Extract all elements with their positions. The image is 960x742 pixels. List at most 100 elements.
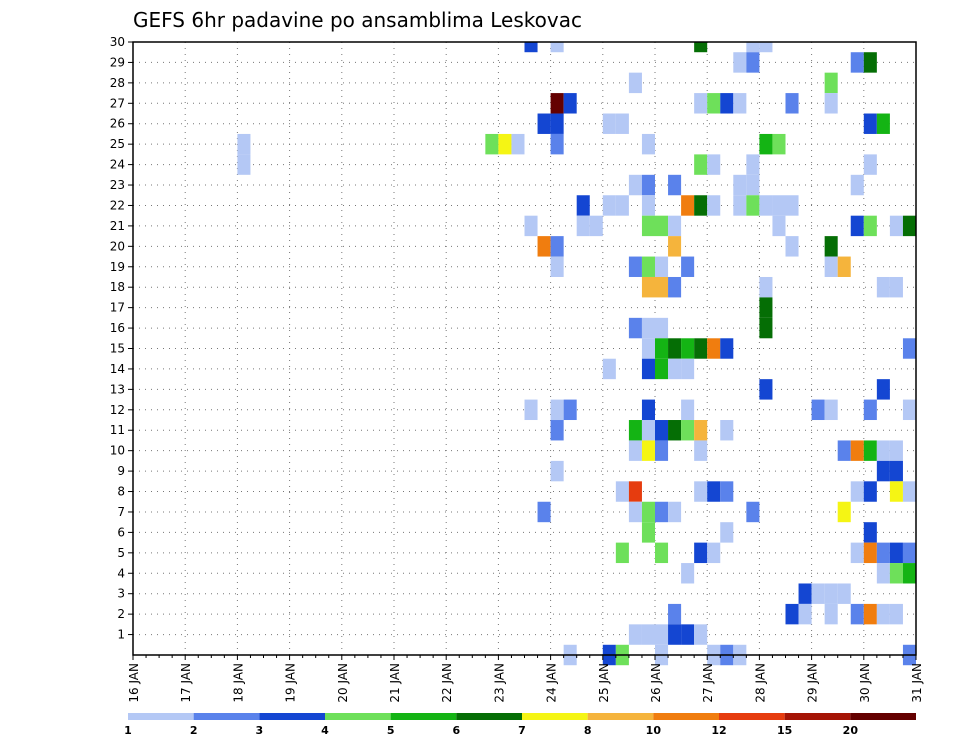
heatmap-cell xyxy=(668,624,682,645)
colorbar-label: 3 xyxy=(256,724,264,737)
heatmap-cell xyxy=(785,603,799,625)
y-tick-label: 19 xyxy=(110,260,125,274)
x-tick-label: 19 JAN xyxy=(284,663,298,703)
heatmap-cell xyxy=(811,399,825,421)
heatmap-cell xyxy=(759,42,773,53)
heatmap-cell xyxy=(889,460,903,482)
colorbar-swatch xyxy=(784,713,851,720)
x-tick-label: 21 JAN xyxy=(388,663,402,703)
heatmap-cell xyxy=(589,215,603,237)
heatmap-cell xyxy=(863,399,877,421)
heatmap-cell xyxy=(694,481,708,502)
heatmap-cell xyxy=(641,399,655,421)
heatmap-cell xyxy=(850,440,864,461)
heatmap-cell xyxy=(694,338,708,359)
x-tick-label: 29 JAN xyxy=(806,663,820,703)
heatmap-cell xyxy=(655,542,669,564)
colorbar-label: 20 xyxy=(843,724,859,737)
heatmap-cell xyxy=(641,624,655,645)
heatmap-cell xyxy=(746,501,760,523)
heatmap-cell xyxy=(655,276,669,298)
y-tick-label: 8 xyxy=(117,485,125,499)
heatmap-cell xyxy=(550,42,564,53)
heatmap-cell xyxy=(837,583,851,604)
x-tick-label: 28 JAN xyxy=(753,663,767,703)
heatmap-cell xyxy=(498,133,512,155)
heatmap-cell xyxy=(485,133,499,155)
heatmap-cell xyxy=(863,522,877,543)
colorbar-swatch xyxy=(325,713,391,720)
heatmap-cell xyxy=(681,256,695,277)
heatmap-cell xyxy=(694,624,708,645)
heatmap-cell xyxy=(655,358,669,380)
heatmap-cell xyxy=(863,154,877,175)
heatmap-cell xyxy=(563,93,577,114)
colorbar-swatch xyxy=(719,713,785,720)
heatmap-cell xyxy=(602,113,616,134)
heatmap-cell xyxy=(876,460,890,482)
heatmap-cell xyxy=(537,501,551,523)
heatmap-cell xyxy=(707,93,721,114)
heatmap-cell xyxy=(863,215,877,237)
heatmap-cell xyxy=(641,215,655,237)
heatmap-cell xyxy=(668,276,682,298)
heatmap-cell xyxy=(668,338,682,359)
heatmap-cell xyxy=(628,481,642,502)
y-tick-label: 7 xyxy=(117,505,125,519)
heatmap-cell xyxy=(850,174,864,196)
heatmap-cell xyxy=(798,603,812,625)
heatmap-cell xyxy=(628,440,642,461)
heatmap-cell xyxy=(876,563,890,584)
y-tick-label: 11 xyxy=(110,423,125,437)
heatmap-cell xyxy=(681,420,695,441)
heatmap-cell xyxy=(798,583,812,604)
heatmap-cell xyxy=(615,542,629,564)
y-tick-label: 15 xyxy=(110,342,125,356)
y-tick-label: 2 xyxy=(117,607,125,621)
heatmap-cell xyxy=(876,113,890,134)
heatmap-cell xyxy=(746,52,760,73)
heatmap-cell xyxy=(537,113,551,134)
heatmap-cell xyxy=(707,154,721,175)
heatmap-cell xyxy=(694,440,708,461)
heatmap-cell xyxy=(876,379,890,400)
heatmap-cell xyxy=(772,133,786,155)
heatmap-cell xyxy=(720,522,734,543)
heatmap-cell xyxy=(889,440,903,461)
heatmap-cell xyxy=(550,93,564,114)
colorbar-swatch xyxy=(390,713,457,720)
heatmap-cell xyxy=(785,195,799,216)
y-tick-label: 13 xyxy=(110,382,125,396)
heatmap-cell xyxy=(668,215,682,237)
y-tick-label: 16 xyxy=(110,321,125,335)
heatmap-cell xyxy=(550,133,564,155)
heatmap-cell xyxy=(863,52,877,73)
y-tick-label: 1 xyxy=(117,628,125,642)
colorbar-label: 4 xyxy=(321,724,329,737)
heatmap-cell xyxy=(550,236,564,257)
y-tick-label: 28 xyxy=(110,76,125,90)
y-tick-label: 22 xyxy=(110,198,125,212)
heatmap-cell xyxy=(641,358,655,380)
heatmap-cell xyxy=(759,317,773,339)
heatmap-cell xyxy=(759,195,773,216)
heatmap-cell xyxy=(759,297,773,318)
x-tick-label: 30 JAN xyxy=(858,663,872,703)
heatmap-cell xyxy=(641,133,655,155)
colorbar-swatch xyxy=(587,713,654,720)
heatmap-cell xyxy=(837,256,851,277)
heatmap-cell xyxy=(681,399,695,421)
heatmap-cell xyxy=(707,481,721,502)
colorbar-label: 8 xyxy=(584,724,592,737)
colorbar-label: 7 xyxy=(518,724,526,737)
heatmap-cell xyxy=(850,542,864,564)
heatmap-cell xyxy=(641,522,655,543)
heatmap-cell xyxy=(876,603,890,625)
y-tick-label: 3 xyxy=(117,587,125,601)
heatmap-cell xyxy=(655,624,669,645)
heatmap-cell xyxy=(694,93,708,114)
heatmap-cell xyxy=(772,195,786,216)
heatmap-cell xyxy=(237,154,251,175)
heatmap-cell xyxy=(746,154,760,175)
heatmap-cell xyxy=(641,338,655,359)
